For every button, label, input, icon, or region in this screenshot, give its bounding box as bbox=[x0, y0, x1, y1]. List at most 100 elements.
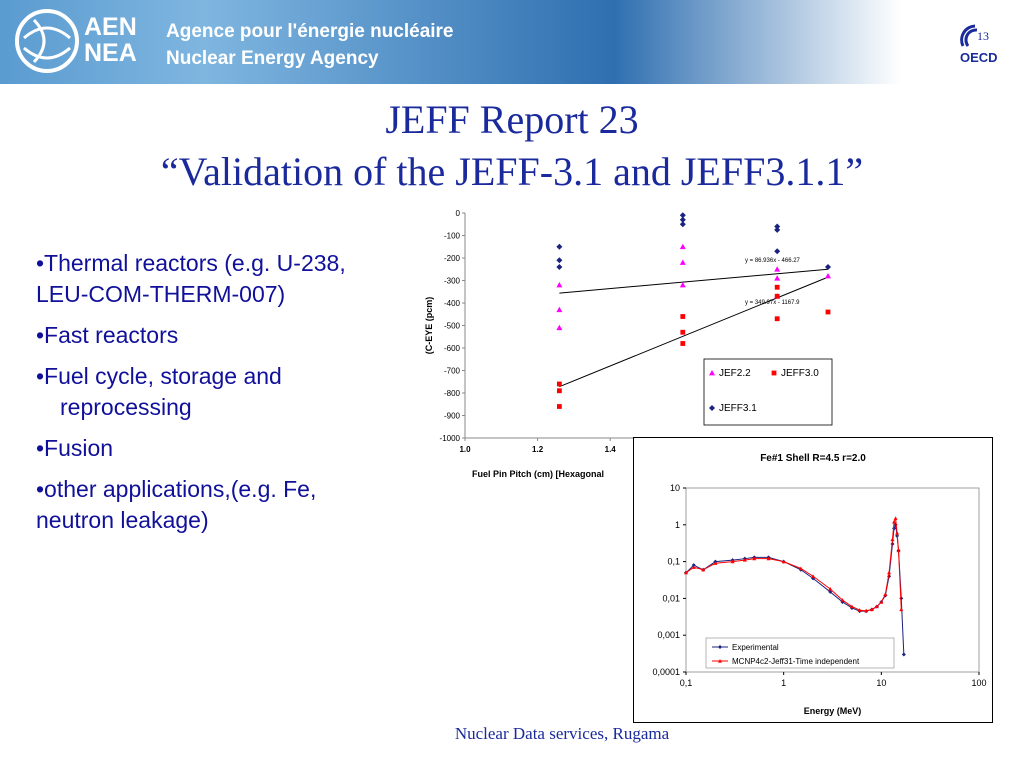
bullet-fuel-cycle: •Fuel cycle, storage and reprocessing bbox=[36, 361, 366, 423]
legend-marker bbox=[771, 370, 777, 376]
data-point bbox=[774, 316, 780, 322]
header-banner: AEN NEA Agence pour l'énergie nucléaire … bbox=[0, 0, 1024, 84]
x-tick-label: 1 bbox=[781, 678, 786, 688]
oecd-logo-icon bbox=[960, 24, 978, 47]
data-point bbox=[679, 259, 686, 265]
legend-entry: JEF2.2 bbox=[719, 368, 751, 379]
data-point bbox=[556, 243, 563, 250]
data-point bbox=[892, 519, 897, 524]
trendline bbox=[559, 276, 829, 388]
bullet-other: •other applications,(e.g. Fe, neutron le… bbox=[36, 476, 317, 533]
data-point bbox=[556, 264, 563, 270]
y-tick-label: -900 bbox=[444, 412, 461, 421]
data-point bbox=[849, 604, 854, 609]
data-point bbox=[828, 589, 833, 594]
y-tick-label: 1 bbox=[675, 520, 680, 530]
data-point bbox=[684, 570, 688, 575]
x-tick-label: 10 bbox=[876, 678, 886, 688]
data-point bbox=[874, 604, 879, 609]
data-point bbox=[774, 266, 781, 272]
legend-marker bbox=[718, 645, 722, 649]
data-point bbox=[556, 306, 563, 313]
scatter-chart: 0 -100 -200 -300 -400 -500 -600 -700 -800 -900 -10… bbox=[424, 209, 833, 479]
slide-subtitle: “Validation of the JEFF-3.1 and JEFF3.1.… bbox=[160, 149, 864, 194]
data-point bbox=[893, 516, 898, 520]
data-point bbox=[864, 608, 869, 613]
data-point bbox=[774, 248, 781, 255]
log-chart-frame: Fe#1 Shell R=4.5 r=2.0 10 1 0,1 0,01 0,001 0,0… bbox=[633, 437, 993, 723]
data-point bbox=[828, 587, 833, 591]
x-tick-label: 1.2 bbox=[532, 445, 544, 454]
data-point bbox=[774, 226, 781, 233]
bullet-fusion: •Fusion bbox=[36, 435, 114, 461]
data-point bbox=[679, 282, 686, 288]
data-point bbox=[774, 275, 781, 281]
data-point bbox=[680, 329, 686, 335]
legend-entry: MCNP4c2-Jeff31-Time independent bbox=[732, 657, 860, 666]
bullet-fast: •Fast reactors bbox=[36, 322, 179, 348]
bullet-thermal: •Thermal reactors (e.g. U-238, LEU-COM-T… bbox=[36, 250, 346, 307]
bullet-list: •Thermal reactors (e.g. U-238, LEU-COM-T… bbox=[36, 248, 366, 546]
footer-text: Nuclear Data services, Rugama bbox=[454, 724, 670, 743]
data-point bbox=[798, 566, 803, 571]
data-point bbox=[895, 530, 900, 535]
y-tick-label: -700 bbox=[444, 367, 461, 376]
data-point bbox=[766, 556, 771, 561]
legend-marker bbox=[718, 659, 722, 663]
data-point bbox=[901, 652, 906, 657]
data-point bbox=[556, 381, 562, 387]
y-tick-label: 0 bbox=[456, 209, 461, 218]
logo-text: AEN NEA bbox=[84, 14, 137, 66]
data-point bbox=[679, 221, 686, 228]
logo-line-aen: AEN bbox=[84, 13, 137, 41]
slide-title: JEFF Report 23 bbox=[385, 97, 639, 142]
data-point bbox=[857, 608, 862, 612]
logo-line-nea: NEA bbox=[84, 39, 137, 67]
x-tick-label: 1.0 bbox=[459, 445, 471, 454]
data-point bbox=[701, 567, 706, 572]
x-axis-label: Energy (MeV) bbox=[804, 706, 862, 716]
data-point bbox=[825, 309, 831, 315]
data-point bbox=[679, 216, 686, 223]
data-point bbox=[680, 314, 686, 319]
log-chart: Fe#1 Shell R=4.5 r=2.0 10 1 0,1 0,01 0,001 0,0… bbox=[652, 453, 986, 716]
y-axis-label: (C-EYE (pcm) bbox=[424, 297, 434, 355]
data-point bbox=[679, 243, 686, 250]
legend-entry: JEFF3.1 bbox=[719, 403, 757, 414]
data-point bbox=[556, 388, 562, 394]
data-point bbox=[713, 561, 718, 565]
data-point bbox=[556, 257, 563, 264]
data-point bbox=[825, 273, 831, 279]
data-point bbox=[679, 212, 686, 219]
series-line bbox=[685, 522, 905, 655]
y-tick-label: -800 bbox=[444, 389, 461, 398]
oecd-label: OECD bbox=[960, 50, 998, 65]
data-point bbox=[869, 607, 874, 612]
y-tick-label: -300 bbox=[444, 277, 461, 286]
y-tick-label: -500 bbox=[444, 322, 461, 331]
data-point bbox=[899, 607, 904, 612]
data-point bbox=[774, 284, 780, 290]
agency-name-en: Nuclear Energy Agency bbox=[166, 48, 379, 69]
data-point bbox=[774, 223, 781, 230]
data-point bbox=[890, 537, 895, 542]
trendline-equation: y = 86.936x - 466.27 bbox=[745, 258, 801, 264]
data-point bbox=[887, 570, 892, 575]
series-line bbox=[685, 516, 902, 612]
x-tick-label: 1.4 bbox=[605, 445, 617, 454]
y-tick-label: -100 bbox=[444, 232, 461, 241]
legend-entry: JEFF3.0 bbox=[781, 368, 819, 379]
agency-name-fr: Agence pour l'énergie nucléaire bbox=[166, 21, 454, 42]
data-point bbox=[825, 264, 831, 270]
legend-marker bbox=[709, 370, 715, 376]
data-point bbox=[896, 548, 901, 553]
trendline-equation: y = 349.97x - 1167.9 bbox=[745, 300, 800, 306]
y-tick-label: 0,1 bbox=[667, 557, 680, 567]
data-point bbox=[680, 341, 686, 346]
y-tick-label: -200 bbox=[444, 254, 461, 263]
data-point bbox=[774, 293, 780, 299]
data-point bbox=[556, 404, 562, 409]
y-tick-label: 0,0001 bbox=[652, 667, 680, 677]
x-axis-label: Fuel Pin Pitch (cm) [Hexagonal bbox=[472, 469, 604, 479]
data-point bbox=[730, 559, 735, 564]
